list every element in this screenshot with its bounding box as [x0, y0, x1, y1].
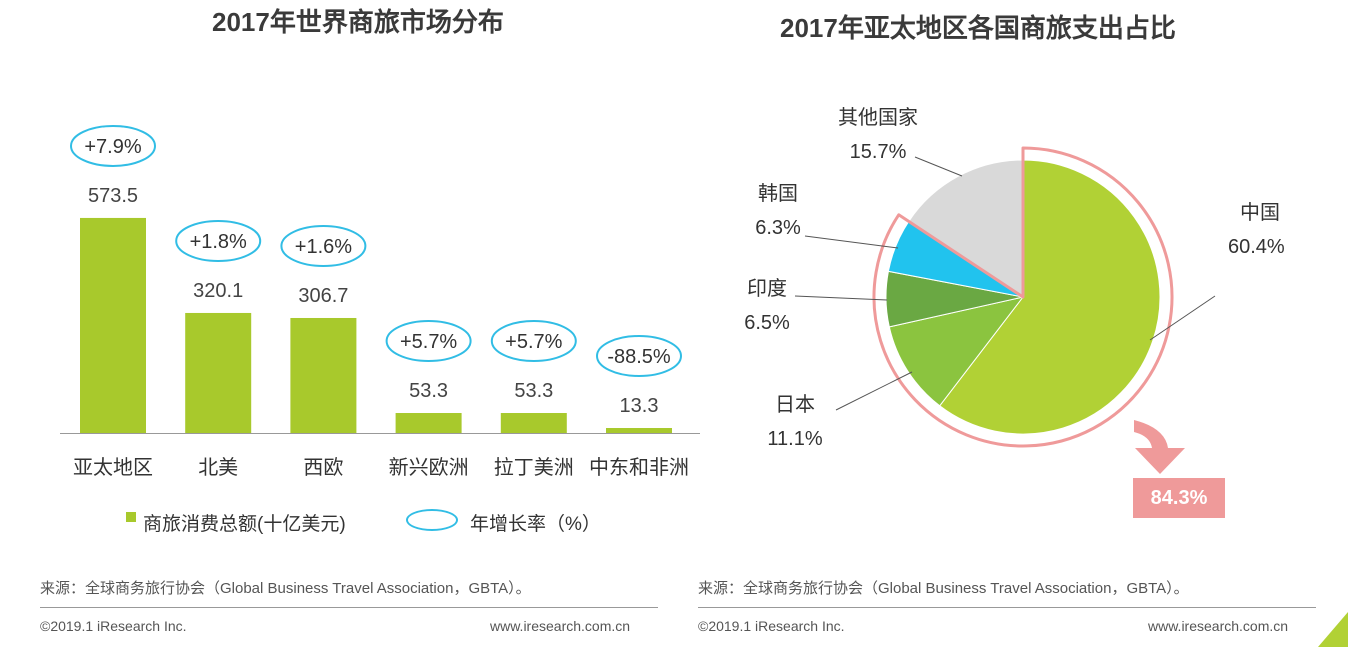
pie-pct-1: 11.1% [767, 428, 822, 450]
growth-oval-3 [385, 320, 472, 363]
pie-pct-2: 6.5% [744, 312, 790, 334]
pie-pct-3: 6.3% [755, 217, 801, 239]
footer-divider-left [40, 607, 658, 608]
x-tick-label-2: 西欧 [303, 456, 343, 479]
legend-growth-oval-icon [406, 509, 458, 531]
pie-pct-4: 15.7% [850, 141, 907, 163]
x-tick-label-5: 中东和非洲 [589, 456, 689, 479]
copyright-right: ©2019.1 iResearch Inc. [698, 618, 845, 634]
bar-4 [500, 413, 567, 433]
growth-label-3: +5.7% [400, 331, 457, 353]
source-left: 来源：全球商务旅行协会（Global Business Travel Assoc… [40, 580, 531, 597]
bar-chart-title: 2017年世界商旅市场分布 [212, 7, 504, 37]
legend-bar-label: 商旅消费总额(十亿美元) [143, 514, 346, 535]
legend-growth-label: 年增长率（%） [470, 514, 601, 535]
growth-oval-0 [70, 124, 156, 167]
pie-label-2: 印度 [747, 277, 787, 300]
website-left: www.iresearch.com.cn [490, 618, 631, 634]
growth-oval-4 [490, 320, 577, 363]
highlight-outline [872, 146, 1174, 448]
pie-pct-0: 60.4% [1228, 236, 1285, 258]
bar-value-label-5: 13.3 [620, 395, 659, 417]
footer-divider-right [698, 607, 1316, 608]
bar-value-label-0: 573.5 [88, 185, 138, 207]
growth-label-4: +5.7% [505, 331, 562, 353]
pie-slice-0 [939, 159, 1161, 435]
leader-line-4 [914, 156, 963, 177]
website-right: www.iresearch.com.cn [1148, 618, 1289, 634]
x-tick-label-3: 新兴欧洲 [389, 456, 469, 479]
leader-line-2 [794, 295, 888, 301]
leader-line-0 [1149, 295, 1216, 341]
growth-oval-5 [596, 335, 682, 378]
pie-slice-1 [888, 296, 1025, 407]
growth-oval-2 [280, 224, 367, 267]
bar-0 [80, 217, 146, 433]
pie-label-4: 其他国家 [838, 106, 918, 129]
bar-value-label-4: 53.3 [514, 380, 553, 402]
pie-label-3: 韩国 [758, 182, 798, 205]
pie-label-1: 日本 [775, 393, 815, 416]
bar-2 [290, 317, 357, 433]
leader-line-1 [835, 371, 913, 411]
bar-1 [185, 312, 252, 433]
growth-label-5: -88.5% [607, 346, 671, 368]
growth-label-2: +1.6% [295, 236, 352, 258]
growth-label-1: +1.8% [190, 231, 247, 253]
bar-value-label-1: 320.1 [193, 280, 243, 302]
legend-bar-swatch [126, 512, 136, 522]
pie-label-0: 中国 [1240, 201, 1280, 224]
bar-value-label-3: 53.3 [409, 380, 448, 402]
growth-label-0: +7.9% [84, 136, 141, 158]
highlight-arrow-icon [1134, 420, 1185, 474]
bar-5 [606, 428, 672, 433]
bar-3 [395, 413, 462, 433]
growth-oval-1 [175, 219, 262, 262]
bar-value-label-2: 306.7 [298, 285, 348, 307]
x-tick-label-4: 拉丁美洲 [494, 456, 574, 479]
copyright-left: ©2019.1 iResearch Inc. [40, 618, 187, 634]
pie-slice-4 [908, 159, 1024, 298]
source-right: 来源：全球商务旅行协会（Global Business Travel Assoc… [698, 580, 1189, 597]
leader-line-3 [804, 235, 899, 249]
x-tick-label-1: 北美 [198, 456, 238, 479]
x-tick-label-0: 亚太地区 [73, 456, 153, 479]
highlight-badge: 84.3% [1133, 478, 1225, 518]
pie-chart-title: 2017年亚太地区各国商旅支出占比 [780, 13, 1176, 43]
